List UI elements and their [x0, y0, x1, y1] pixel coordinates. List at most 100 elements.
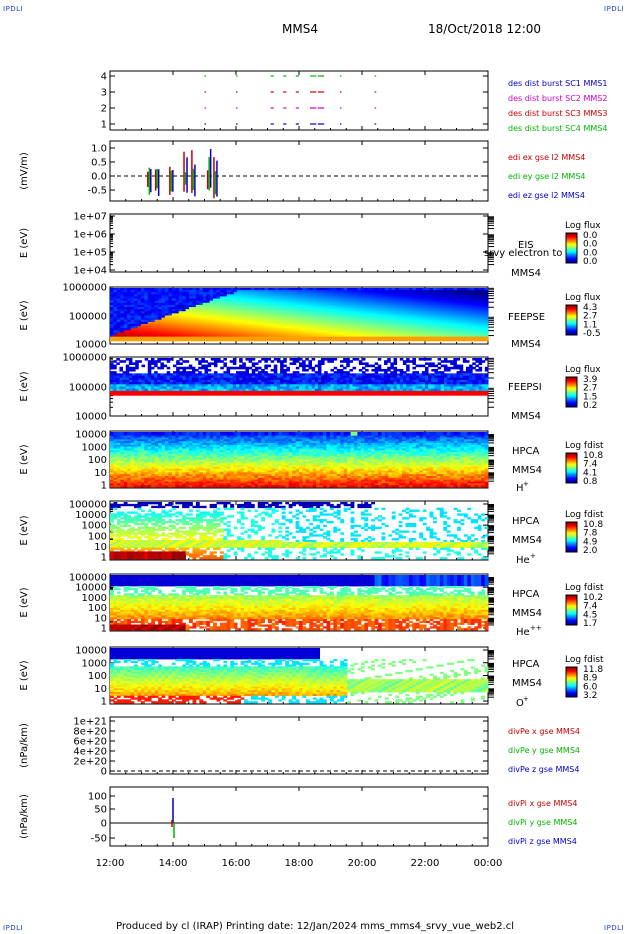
spectrogram-cell — [227, 393, 231, 396]
spectrogram-cell — [179, 367, 183, 370]
spectrogram-cell — [381, 339, 385, 342]
spectrogram-cell — [208, 393, 212, 396]
y-tick-label: 100000 — [69, 383, 107, 394]
spectrogram-cell — [422, 358, 426, 361]
spectrogram-cell — [344, 339, 348, 342]
y-tick-label: 1e+07 — [73, 212, 107, 223]
spectrogram-cell — [434, 365, 438, 368]
spectrogram-cell — [371, 365, 375, 368]
spectrogram-cell — [296, 339, 300, 342]
spectrogram-cell — [245, 393, 249, 396]
spectrogram-cell — [182, 339, 186, 342]
y-tick-label: 1e+05 — [73, 248, 107, 259]
spectrogram-cell — [113, 339, 117, 342]
spectrogram-cell — [450, 367, 454, 370]
spectrogram-cell — [397, 369, 401, 372]
spectrogram-cell — [285, 339, 289, 342]
spectrogram-cell — [198, 367, 202, 370]
spectrogram-cell — [447, 360, 451, 363]
spectrogram-cell — [286, 369, 290, 372]
spectrogram-cell — [402, 339, 406, 342]
spectrogram-cell — [306, 339, 310, 342]
spectrogram-cell — [239, 360, 243, 363]
spectrogram-cell — [261, 358, 265, 361]
spectrogram-cell — [160, 358, 164, 361]
y-tick-label: 3 — [101, 88, 107, 99]
spectrogram-cell — [172, 339, 176, 342]
spectrogram-cell — [195, 358, 199, 361]
spectrogram-cell — [337, 339, 341, 342]
spectrogram-cell — [179, 358, 183, 361]
spectrogram-cell — [208, 365, 212, 368]
spectrogram-cell — [419, 365, 423, 368]
spectrogram-cell — [151, 362, 155, 365]
spectrogram-cell — [145, 393, 149, 396]
spectrogram-cell — [214, 365, 218, 368]
spectrogram-cell — [461, 339, 465, 342]
spectrogram-cell — [255, 369, 259, 372]
spectrogram-cell — [189, 367, 193, 370]
spectrogram-cell — [123, 393, 127, 396]
spectrogram-cell — [113, 360, 117, 363]
spectrogram-cell — [198, 362, 202, 365]
spectrogram-cell — [395, 339, 399, 342]
spectrogram-cell — [438, 362, 442, 365]
spectrogram-cell — [137, 339, 141, 342]
spectrogram-cell — [217, 393, 221, 396]
spectrogram-cell — [208, 369, 212, 372]
spectrogram-cell — [475, 369, 479, 372]
spectrogram-cell — [113, 367, 117, 370]
spectrogram-cell — [412, 367, 416, 370]
spectrogram-cell — [346, 365, 350, 368]
spectrogram-cell — [144, 339, 148, 342]
spectrogram-cell — [242, 393, 246, 396]
spectrogram-cell — [436, 339, 440, 342]
spectrogram-cell — [201, 367, 205, 370]
y-axis-label: E (eV) — [19, 228, 30, 258]
spectrogram-cell — [230, 393, 234, 396]
spectrogram-cell — [234, 339, 238, 342]
spectrogram-cell — [371, 369, 375, 372]
spectrogram-cell — [227, 339, 231, 342]
spectrogram-cell — [261, 339, 265, 342]
spectrogram-cell — [433, 339, 437, 342]
spectrogram-cell — [321, 362, 325, 365]
spectrogram-cell — [164, 393, 168, 396]
spectrogram-cell — [268, 365, 272, 368]
spectrogram-cell — [392, 339, 396, 342]
spectrogram-cell — [334, 367, 338, 370]
spectrogram-cell — [364, 339, 368, 342]
spectrogram-cell — [142, 365, 146, 368]
spectrogram-cell — [403, 362, 407, 365]
spectrogram-cell — [264, 367, 268, 370]
spectrogram-cell — [485, 369, 489, 372]
spectrogram-cell — [211, 358, 215, 361]
spectrogram-cell — [138, 360, 142, 363]
spectrogram-cell — [120, 339, 124, 342]
spectrogram-cell — [406, 339, 410, 342]
spectrogram-cell — [223, 358, 227, 361]
spectrogram — [110, 288, 488, 341]
spectrogram-cell — [249, 393, 253, 396]
spectrogram-cell — [132, 393, 136, 396]
spectrogram-cell — [252, 358, 256, 361]
spectrogram-cell — [223, 365, 227, 368]
overlay-label: srvy electron to — [484, 248, 562, 259]
spectrogram-cell — [302, 369, 306, 372]
spectrogram-cell — [176, 393, 180, 396]
spectrogram-cell — [141, 339, 145, 342]
spectrogram-cell — [230, 360, 234, 363]
spectrogram-cell — [213, 339, 217, 342]
colorbar-title: Log flux — [565, 293, 601, 303]
spectrogram-cell — [251, 339, 255, 342]
spectrogram-cell — [254, 339, 258, 342]
spectrogram-cell — [151, 393, 155, 396]
legend-entry: des dist burst SC3 MMS3 — [508, 109, 607, 118]
spectrogram-cell — [316, 339, 320, 342]
spectrogram-cell — [239, 367, 243, 370]
spectrogram-cell — [438, 367, 442, 370]
spectrogram-cell — [356, 358, 360, 361]
spectrogram-cell — [170, 358, 174, 361]
spectrogram-cell — [299, 365, 303, 368]
spectrogram-cell — [116, 358, 120, 361]
